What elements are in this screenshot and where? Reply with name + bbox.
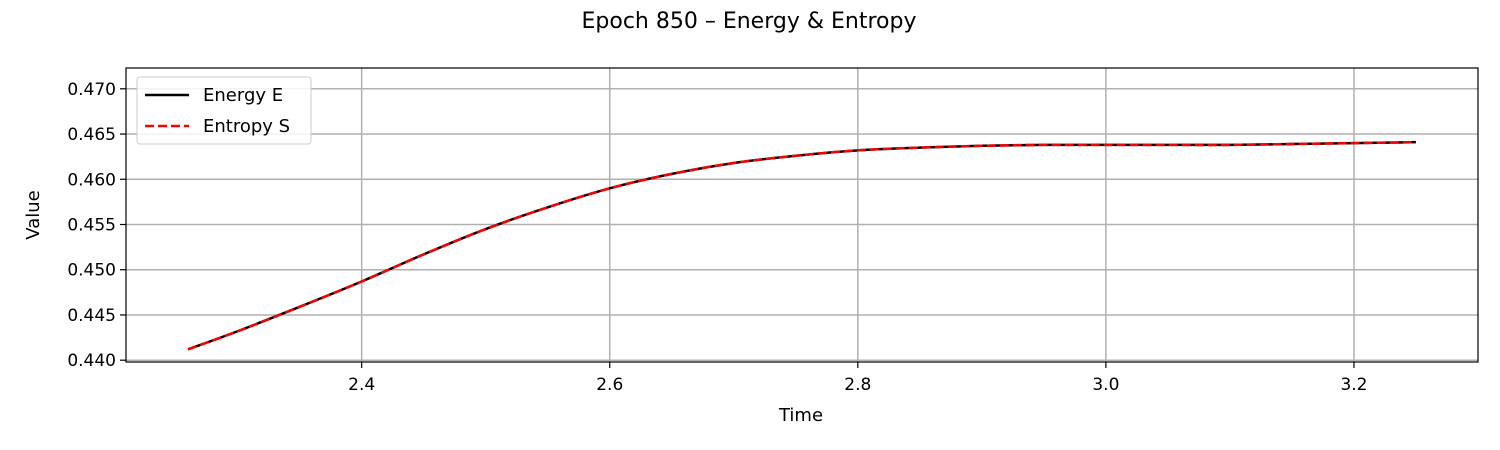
series-line-entropy-s (187, 140, 1416, 351)
x-axis-label: Time (778, 405, 823, 426)
y-tick-label: 0.470 (67, 80, 116, 100)
series-layer (187, 140, 1416, 351)
y-tick-label: 0.465 (67, 125, 116, 145)
x-tick-label: 2.8 (844, 375, 871, 395)
grid-lines (126, 68, 1478, 362)
legend-label-energy: Energy E (203, 85, 283, 106)
y-tick-label: 0.445 (67, 306, 116, 326)
y-axis-ticks: 0.440 0.445 0.450 0.455 0.460 0.465 0.470 (67, 80, 126, 371)
y-tick-label: 0.440 (67, 351, 116, 371)
legend: Energy E Entropy S (136, 76, 312, 145)
x-axis-ticks: 2.4 2.6 2.8 3.0 3.2 (348, 362, 1367, 395)
y-tick-label: 0.460 (67, 170, 116, 190)
legend-label-entropy: Entropy S (203, 116, 290, 137)
x-tick-label: 2.6 (596, 375, 623, 395)
x-tick-label: 3.0 (1092, 375, 1119, 395)
chart-title: Epoch 850 – Energy & Entropy (582, 9, 917, 34)
y-tick-label: 0.450 (67, 261, 116, 281)
y-axis-label: Value (23, 190, 44, 239)
plot-area-frame (125, 67, 1479, 363)
x-tick-label: 3.2 (1340, 375, 1367, 395)
x-tick-label: 2.4 (348, 375, 375, 395)
series-line-energy-e (187, 140, 1416, 351)
y-tick-label: 0.455 (67, 215, 116, 235)
